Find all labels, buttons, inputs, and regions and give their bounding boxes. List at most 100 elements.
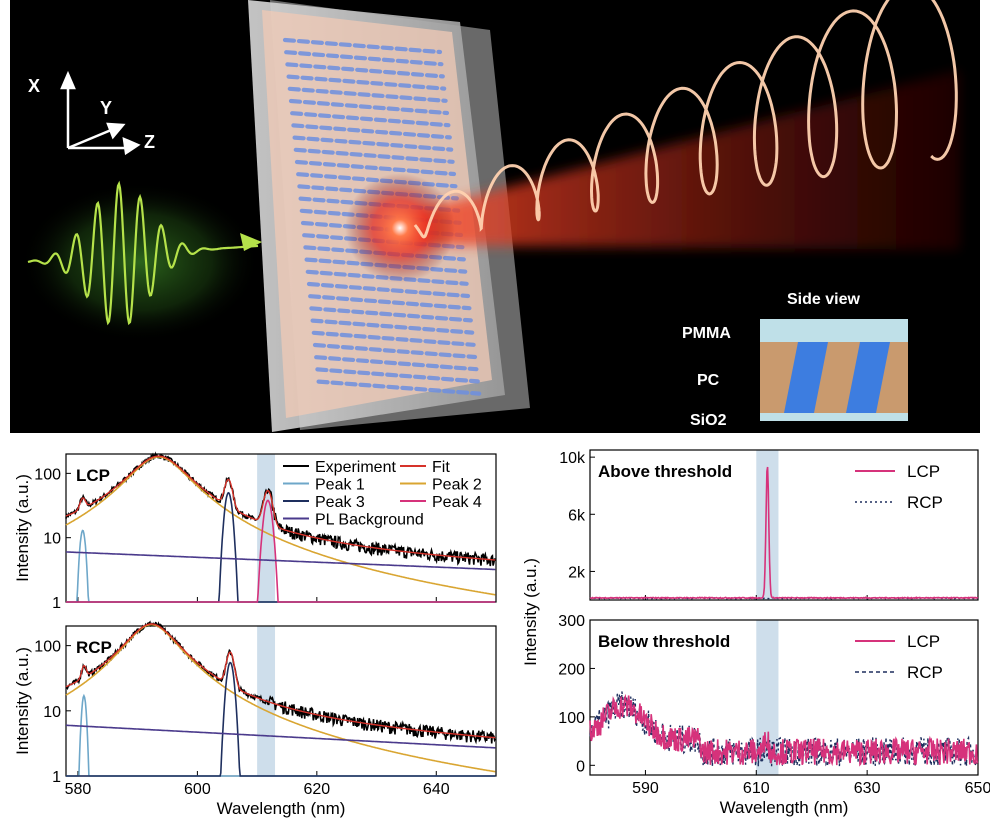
peak3-line	[66, 491, 496, 603]
y-tick-label: 1	[52, 769, 61, 786]
legend-entry: Peak 1	[315, 477, 365, 494]
x-tick-label: 600	[184, 781, 211, 798]
legend-entry: Experiment	[315, 459, 396, 476]
y-tick-label: 10	[43, 531, 61, 548]
nanorod-row	[293, 147, 455, 164]
nanorod-row	[286, 74, 447, 91]
y-tick-label: 2k	[568, 564, 586, 581]
nanorod-row	[310, 318, 475, 335]
layer-sio2-label: SiO2	[690, 412, 727, 429]
nanorod-row	[311, 330, 476, 347]
nanorod-row	[316, 379, 482, 396]
pulse-glow	[20, 182, 260, 342]
y-tick-label: 10k	[559, 450, 586, 467]
x-tick-label: 620	[303, 781, 330, 798]
legend-entry: PL Background	[315, 512, 424, 529]
pl-background-line	[66, 724, 496, 749]
highlight-band	[756, 620, 779, 775]
nanorod-row	[292, 135, 454, 152]
coordinate-axes	[60, 70, 141, 156]
nanorod-row	[315, 367, 480, 384]
plot-frame	[589, 449, 979, 601]
experiment-line	[65, 451, 497, 567]
y-tick-label: 0	[576, 758, 585, 775]
y-tick-label: 100	[34, 466, 61, 483]
nanorod-row	[284, 50, 444, 67]
lcp-line	[589, 466, 979, 600]
nanorod-row	[306, 281, 471, 299]
legend-entry: RCP	[907, 663, 943, 682]
peak2-line	[65, 623, 496, 773]
axis-y-label: Y	[100, 98, 112, 118]
x-tick-label: 610	[743, 780, 770, 797]
input-pulse	[27, 180, 259, 326]
layer-pc-label: PC	[697, 372, 720, 389]
plot-frame	[589, 619, 979, 776]
legend-entry: RCP	[907, 493, 943, 512]
illustration: X Y Z Side view PMMA PC	[10, 0, 980, 433]
nanorod-row	[309, 306, 473, 323]
x-tick-label: 640	[423, 781, 450, 798]
chart-below-threshold: 590 610 630 650 0 100 200 300 Wavelength (nm) Bel…	[521, 558, 990, 817]
y-axis-label: Intensity (a.u.)	[13, 474, 32, 582]
y-tick-label: 1	[52, 595, 61, 612]
panel-label: Above threshold	[598, 462, 732, 481]
y-tick-label: 100	[558, 710, 585, 727]
legend-entry: Fit	[432, 459, 450, 476]
layer-pmma-label: PMMA	[682, 325, 731, 342]
peak3-line	[66, 661, 496, 777]
nanorod-row	[308, 294, 472, 311]
axis-x-label: X	[28, 76, 40, 96]
side-view-title: Side view	[787, 291, 860, 308]
axis-z-label: Z	[144, 132, 155, 152]
lcp-line	[589, 693, 979, 767]
output-beam	[345, 0, 960, 283]
legend-entry: Peak 4	[432, 494, 482, 511]
x-axis-label: Wavelength (nm)	[217, 799, 346, 818]
y-tick-label: 300	[558, 613, 585, 630]
legend-entry: Peak 2	[432, 477, 482, 494]
pl-background-line	[66, 551, 496, 571]
panel-label: Below threshold	[598, 632, 730, 651]
y-tick-label: 6k	[568, 507, 586, 524]
pulse-arrowhead	[240, 233, 262, 251]
x-tick-label: 650	[965, 780, 990, 797]
nanorod-row	[314, 355, 479, 372]
legend-entry: LCP	[907, 632, 940, 651]
y-tick-label: 10	[43, 704, 61, 721]
peak2-line	[65, 456, 496, 596]
legend-entry: Peak 3	[315, 494, 365, 511]
nanorod-row	[290, 111, 451, 128]
nanorod-row	[288, 98, 450, 116]
plot-frame	[65, 625, 497, 777]
y-axis-label: Intensity (a.u.)	[13, 647, 32, 755]
x-axis-label: Wavelength (nm)	[720, 798, 849, 817]
x-tick-label: 630	[854, 780, 881, 797]
shared-y-axis-label: Intensity (a.u.)	[521, 558, 540, 666]
panel-label: LCP	[76, 466, 110, 485]
peak4-line	[66, 499, 496, 603]
chart-above-threshold: 2k 6k 10k Above threshold LCP RCP	[559, 449, 979, 601]
nanorod-row	[287, 86, 448, 103]
nanorod-row	[291, 123, 452, 140]
x-tick-label: 590	[632, 780, 659, 797]
y-tick-label: 100	[34, 639, 61, 656]
fit-line	[65, 455, 496, 561]
highlight-band	[756, 450, 779, 600]
side-view-inset: Side view PMMA PC SiO2	[682, 291, 908, 429]
panel-label: RCP	[76, 638, 112, 657]
chart-rcp: 580 600 620 640 1 10 100 Wavelength (nm) RCP Inte…	[13, 620, 497, 818]
highlight-band	[257, 454, 276, 602]
nanorod-row	[285, 62, 445, 79]
nanorod-row	[282, 37, 443, 55]
fit-line	[65, 623, 496, 739]
experiment-line	[65, 620, 497, 745]
circular-polarization-spiral	[413, 0, 958, 239]
nanorod-row	[312, 342, 478, 360]
legend-entry: LCP	[907, 462, 940, 481]
x-tick-label: 580	[65, 781, 92, 798]
nanorod-row	[294, 159, 457, 177]
